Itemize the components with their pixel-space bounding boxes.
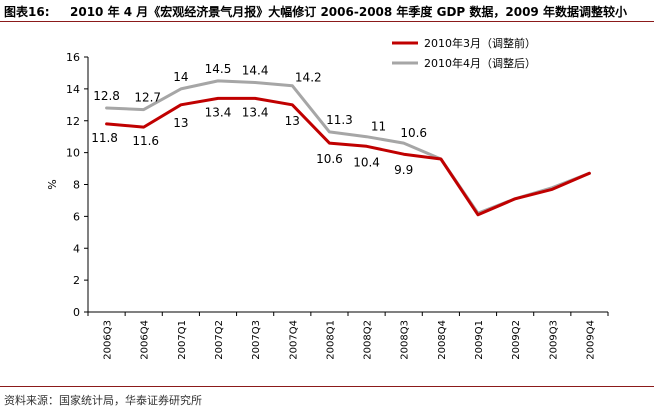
figure-header: 图表16: 2010 年 4 月《宏观经济景气月报》大幅修订 2006-2008…: [0, 0, 654, 22]
x-tick-label: 2008Q1: [325, 320, 336, 360]
data-label-after-adjustment: 12.8: [93, 89, 120, 103]
x-tick-label: 2008Q2: [363, 320, 374, 360]
x-tick-label: 2007Q1: [177, 320, 188, 360]
data-label-after-adjustment: 14.2: [295, 71, 322, 85]
x-tick-label: 2007Q3: [251, 320, 262, 360]
data-label-before-adjustment: 13.4: [205, 105, 232, 119]
data-label-after-adjustment: 12.7: [134, 91, 161, 105]
figure-footer: 资料来源：国家统计局，华泰证券研究所: [0, 386, 654, 409]
chart-series: [105, 79, 591, 217]
series-line-after-adjustment: [105, 79, 591, 215]
x-tick-label: 2008Q3: [400, 320, 411, 360]
y-tick-label: 2: [73, 274, 80, 287]
y-tick-label: 8: [73, 179, 80, 192]
data-label-before-adjustment: 13: [173, 116, 188, 130]
data-label-before-adjustment: 10.6: [316, 152, 343, 166]
y-tick-label: 4: [73, 242, 80, 255]
legend-entry: 2010年4月（调整后）: [424, 56, 536, 70]
x-tick-label: 2008Q4: [437, 320, 448, 360]
data-label-before-adjustment: 11.8: [91, 131, 118, 145]
footer-rule: [0, 386, 654, 387]
data-label-after-adjustment: 14.5: [205, 62, 232, 76]
y-tick-label: 6: [73, 210, 80, 223]
y-tick-label: 12: [66, 115, 80, 128]
y-tick-label: 0: [73, 306, 80, 319]
x-tick-label: 2009Q4: [585, 320, 596, 360]
data-label-after-adjustment: 11: [371, 120, 386, 134]
chart-data-labels: 12.8 12.7 14 14.5 14.4 14.2 11.3 11 10.6 11.8 11.6…: [91, 62, 427, 177]
figure-label: 图表16:: [4, 5, 50, 19]
data-label-before-adjustment: 13.4: [242, 105, 269, 119]
x-tick-label: 2007Q4: [288, 320, 299, 360]
x-tick-label: 2009Q2: [511, 320, 522, 360]
y-tick-label: 16: [66, 51, 80, 64]
data-label-after-adjustment: 10.6: [400, 126, 427, 140]
figure-title: 2010 年 4 月《宏观经济景气月报》大幅修订 2006-2008 年季度 G…: [70, 5, 627, 19]
data-label-before-adjustment: 13: [285, 114, 300, 128]
data-label-before-adjustment: 11.6: [132, 134, 159, 148]
y-tick-label: 14: [66, 83, 80, 96]
x-tick-label: 2009Q3: [548, 320, 559, 360]
source-note: 资料来源：国家统计局，华泰证券研究所: [4, 394, 202, 407]
data-label-after-adjustment: 14.4: [242, 64, 269, 78]
data-label-before-adjustment: 10.4: [353, 155, 380, 169]
gdp-line-chart: 0 2 4 6 8 10 12 14 16 2006Q3 2006Q4 2007Q1 2007Q2 200…: [46, 36, 609, 360]
data-label-before-adjustment: 9.9: [394, 163, 413, 177]
header-rule: [0, 21, 654, 22]
data-label-after-adjustment: 11.3: [326, 113, 353, 127]
x-tick-label: 2007Q2: [214, 320, 225, 360]
y-axis-title: %: [46, 179, 59, 189]
series-line-before-adjustment: [105, 96, 591, 217]
legend-entry: 2010年3月（调整前）: [424, 36, 536, 50]
chart-axes: 0 2 4 6 8 10 12 14 16 2006Q3 2006Q4 2007Q1 2007Q2 200…: [46, 51, 609, 360]
data-label-after-adjustment: 14: [173, 70, 188, 84]
chart-legend: 2010年3月（调整前） 2010年4月（调整后）: [392, 36, 536, 70]
y-tick-label: 10: [66, 147, 80, 160]
x-tick-label: 2006Q3: [103, 320, 114, 360]
x-tick-label: 2009Q1: [474, 320, 485, 360]
x-tick-label: 2006Q4: [140, 320, 151, 360]
